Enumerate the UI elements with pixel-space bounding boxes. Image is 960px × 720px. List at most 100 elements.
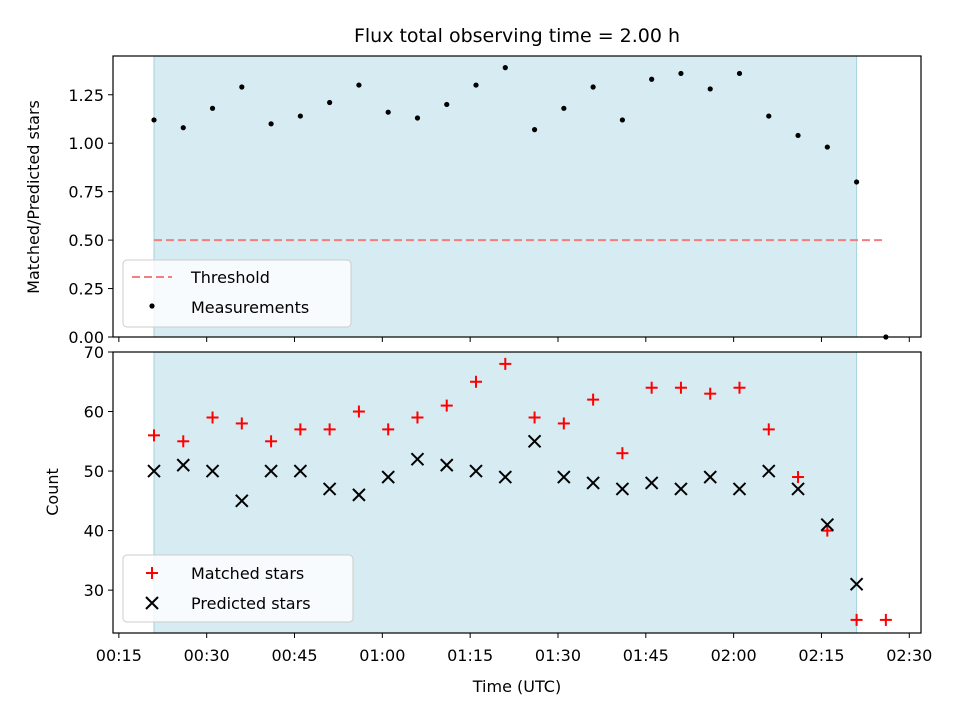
x-tick-label: 01:15 <box>447 646 493 665</box>
matched-star-point <box>147 429 160 442</box>
predicted-star-point <box>322 482 337 496</box>
y-tick-label: 1.00 <box>68 134 104 153</box>
matched-star-point <box>879 613 892 626</box>
measurement-point <box>619 117 625 123</box>
x-tick-label: 02:15 <box>798 646 844 665</box>
predicted-star-point <box>469 464 483 478</box>
predicted-star-point <box>176 458 190 472</box>
y-tick-label: 50 <box>84 462 104 481</box>
predicted-star-point <box>674 482 688 496</box>
x-axis-label: Time (UTC) <box>472 677 561 696</box>
measurement-point <box>356 82 362 88</box>
measurement-point <box>209 105 216 111</box>
matched-star-point <box>323 423 336 436</box>
bottom-legend: Matched stars Predicted stars <box>122 554 354 623</box>
legend-measurements-label: Measurements <box>191 298 309 317</box>
x-tick-label: 00:15 <box>96 646 142 665</box>
matched-star-point <box>470 375 483 388</box>
matched-star-point <box>177 435 190 448</box>
bottom-panel: 30 40 50 60 70 00:15 00:30 00:45 01:00 01:15 01:30… <box>43 343 932 696</box>
matched-star-point <box>440 399 453 412</box>
matched-star-point <box>352 405 365 418</box>
x-tick-label: 02:30 <box>886 646 932 665</box>
matched-star-point <box>616 447 629 460</box>
predicted-star-point <box>527 434 542 449</box>
predicted-star-point <box>498 470 512 484</box>
measurement-point <box>853 179 860 185</box>
x-tick-label: 01:00 <box>359 646 405 665</box>
y-tick-label: 1.25 <box>68 86 104 105</box>
predicted-star-point <box>440 458 454 472</box>
predicted-star-point <box>264 464 278 478</box>
legend-matched-marker <box>146 567 158 579</box>
measurement-point <box>385 109 391 115</box>
measurement-point <box>795 132 801 139</box>
y-tick-label: 40 <box>84 522 104 541</box>
matched-star-point <box>528 411 541 424</box>
top-panel: Flux total observing time = 2.00 h 0.00 0… <box>24 25 922 347</box>
matched-star-point <box>557 417 570 430</box>
predicted-star-point <box>762 464 776 478</box>
measurement-point <box>268 121 274 127</box>
chart-title: Flux total observing time = 2.00 h <box>354 25 680 47</box>
measurement-point <box>678 70 684 77</box>
measurement-point <box>824 144 830 150</box>
predicted-star-point <box>293 464 308 478</box>
x-tick-label: 01:30 <box>535 646 581 665</box>
matched-star-point <box>206 411 219 424</box>
predicted-star-point <box>820 517 835 532</box>
y-tick-label: 70 <box>84 343 104 362</box>
measurement-point <box>590 84 596 90</box>
predicted-star-point <box>557 470 571 484</box>
y-tick-label: 30 <box>84 581 104 600</box>
top-y-axis-label: Matched/Predicted stars <box>24 100 43 294</box>
predicted-star-point <box>352 488 366 502</box>
measurement-point <box>707 86 713 92</box>
matched-star-point <box>704 387 717 400</box>
legend-predicted-marker <box>145 596 159 610</box>
matched-star-point <box>499 357 512 370</box>
matched-star-point <box>821 524 834 537</box>
matched-star-point <box>382 423 395 436</box>
matched-star-point <box>792 471 805 484</box>
legend-matched-label: Matched stars <box>191 564 304 583</box>
legend-threshold-label: Threshold <box>190 268 270 287</box>
matched-star-point <box>265 435 278 448</box>
predicted-star-point <box>205 464 220 478</box>
measurement-point <box>297 113 303 119</box>
measurement-point <box>531 127 538 133</box>
y-tick-label: 0.50 <box>68 231 104 250</box>
measurement-point <box>414 115 421 121</box>
predicted-star-point <box>147 464 161 478</box>
axes-frame <box>112 351 922 634</box>
legend-measurements-marker <box>149 303 155 309</box>
y-tick-label: 0.25 <box>68 280 104 299</box>
matched-star-point <box>674 381 687 394</box>
matched-star-point <box>733 381 746 394</box>
measurement-point <box>444 101 450 108</box>
x-tick-label: 00:30 <box>184 646 230 665</box>
measurement-point <box>473 82 479 88</box>
predicted-star-point <box>615 482 630 496</box>
measurement-point <box>561 105 567 111</box>
predicted-star-point <box>849 577 864 591</box>
matched-star-point <box>294 423 307 436</box>
measurement-point <box>649 76 655 82</box>
predicted-star-point <box>791 482 805 496</box>
x-tick-label: 02:00 <box>711 646 757 665</box>
y-tick-label: 60 <box>84 403 104 422</box>
legend-predicted-label: Predicted stars <box>191 594 311 613</box>
y-tick-label: 0.00 <box>68 328 104 347</box>
predicted-star-point <box>732 482 747 496</box>
predicted-star-point <box>644 476 659 490</box>
matched-star-point <box>762 423 775 436</box>
measurement-point <box>180 125 186 131</box>
measurement-point <box>327 99 333 106</box>
measurement-point <box>736 70 743 77</box>
y-tick-label: 0.75 <box>68 183 104 202</box>
predicted-star-point <box>586 476 600 490</box>
matched-star-point <box>587 393 600 406</box>
top-legend: Threshold Measurements <box>122 259 352 328</box>
measurement-point <box>239 84 245 90</box>
